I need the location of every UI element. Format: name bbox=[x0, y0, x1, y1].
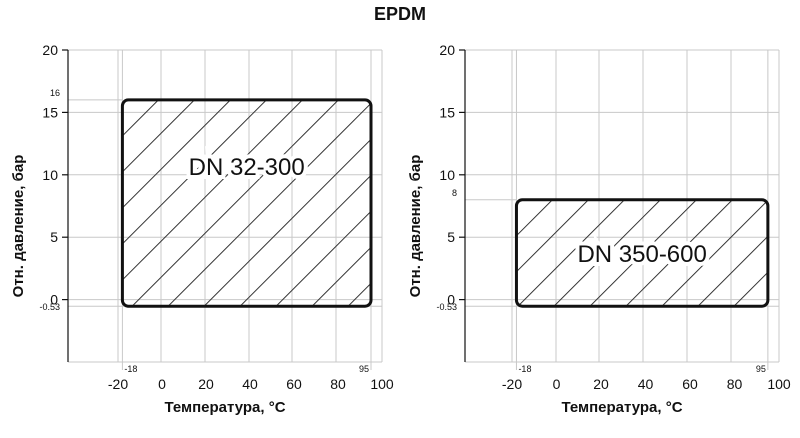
x-axis-title: Температура, °C bbox=[164, 399, 285, 416]
y-tick-label: 5 bbox=[50, 229, 58, 245]
hatch-line bbox=[517, 199, 647, 307]
region-border bbox=[120, 98, 373, 308]
x-tick-label: 20 bbox=[198, 376, 214, 392]
region-hatch bbox=[516, 178, 800, 307]
y-tick-label: 0 bbox=[50, 292, 58, 308]
y-axis-title: Отн. давление, бар bbox=[10, 155, 27, 298]
x-tick-label: 80 bbox=[330, 376, 346, 392]
y-tick-label: 10 bbox=[439, 167, 455, 183]
y-tick-label: 15 bbox=[439, 104, 455, 120]
region-hatch bbox=[122, 99, 372, 307]
marker-label-xmin: -18 bbox=[124, 364, 137, 374]
hatch-line bbox=[131, 99, 372, 307]
x-axis-title: Температура, °C bbox=[561, 399, 682, 416]
hatch-line bbox=[122, 99, 273, 307]
y-tick-label: 5 bbox=[447, 229, 455, 245]
x-tick-label: 40 bbox=[242, 376, 258, 392]
hatch-line bbox=[239, 99, 372, 307]
hatch-line bbox=[167, 99, 372, 307]
hatch-line bbox=[589, 199, 719, 307]
y-tick-label: 20 bbox=[439, 42, 455, 58]
region-label: DN 350-600 bbox=[577, 241, 706, 268]
x-tick-label: 0 bbox=[553, 376, 561, 392]
y-axis-title: Отн. давление, бар bbox=[407, 155, 424, 298]
region-label: DN 32-300 bbox=[189, 154, 305, 181]
region-label: DN 350-600 bbox=[577, 241, 706, 268]
region-border bbox=[514, 198, 770, 308]
marker-label-ymin: -0.53 bbox=[39, 302, 60, 312]
x-tick-label: 60 bbox=[286, 376, 302, 392]
hatch-line bbox=[516, 199, 611, 307]
region-label: DN 32-300 bbox=[189, 154, 305, 181]
marker-label-ymax: 8 bbox=[452, 188, 457, 198]
x-tick-label: 80 bbox=[727, 376, 743, 392]
hatch-line bbox=[311, 99, 372, 307]
x-tick-label: 100 bbox=[370, 376, 394, 392]
hatch-line bbox=[516, 199, 539, 307]
hatch-line bbox=[275, 99, 372, 307]
hatch-line bbox=[733, 199, 768, 307]
hatch-line bbox=[661, 199, 768, 307]
hatch-line bbox=[553, 199, 683, 307]
hatch-line bbox=[770, 178, 800, 306]
hatch-line bbox=[347, 99, 372, 307]
x-tick-label: 40 bbox=[638, 376, 654, 392]
x-tick-label: 20 bbox=[593, 376, 609, 392]
marker-label-xmax: 95 bbox=[359, 364, 369, 374]
hatch-line bbox=[122, 99, 309, 307]
y-tick-label: 0 bbox=[447, 292, 455, 308]
x-tick-label: 0 bbox=[158, 376, 166, 392]
x-tick-label: -20 bbox=[502, 376, 522, 392]
y-tick-label: 20 bbox=[42, 42, 58, 58]
x-tick-label: -20 bbox=[108, 376, 128, 392]
marker-label-xmin: -18 bbox=[518, 364, 531, 374]
hatch-line bbox=[122, 99, 345, 307]
x-tick-label: 100 bbox=[767, 376, 791, 392]
x-tick-label: 60 bbox=[682, 376, 698, 392]
y-tick-label: 15 bbox=[42, 104, 58, 120]
hatch-line bbox=[697, 199, 768, 307]
page-title: EPDM bbox=[373, 4, 426, 24]
marker-label-ymax: 16 bbox=[50, 88, 60, 98]
hatch-line bbox=[203, 99, 372, 307]
y-tick-label: 10 bbox=[42, 167, 58, 183]
hatch-line bbox=[625, 199, 755, 307]
marker-label-xmax: 95 bbox=[756, 364, 766, 374]
marker-label-ymin: -0.53 bbox=[436, 302, 457, 312]
